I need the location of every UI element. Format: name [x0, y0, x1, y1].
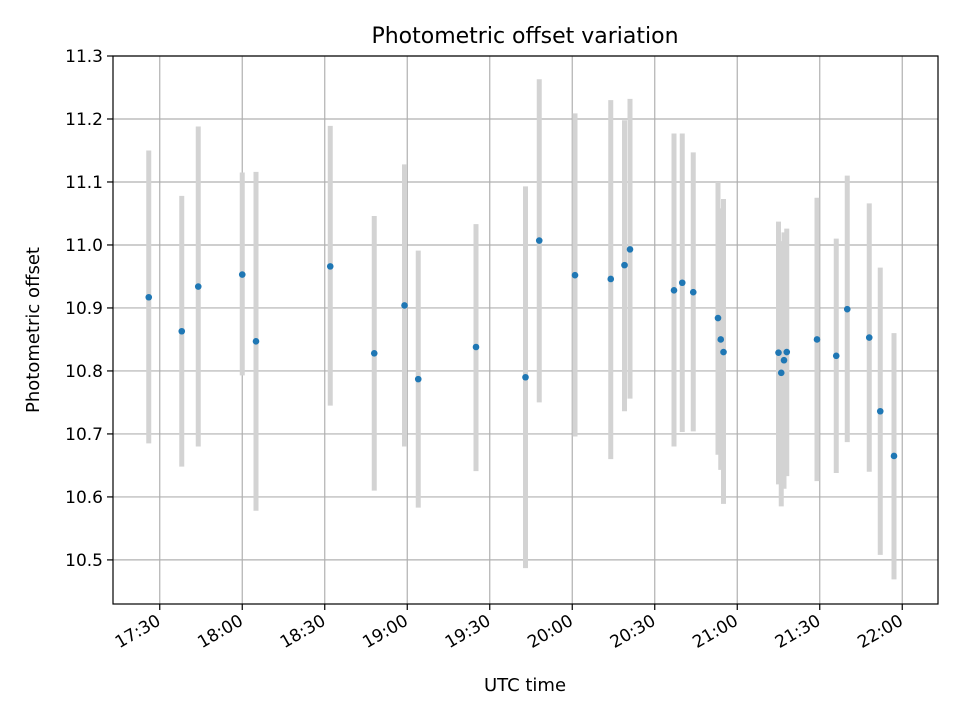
data-point [571, 271, 579, 279]
data-point [714, 314, 722, 322]
data-point [689, 288, 697, 296]
data-point [717, 336, 725, 343]
y-axis: 10.5 10.6 10.7 10.8 10.9 11.0 11.1 11.2 11.3 [65, 47, 113, 571]
data-point [780, 356, 788, 364]
y-axis-label: Photometric offset [23, 247, 44, 413]
data-point [472, 343, 480, 351]
data-point [783, 348, 791, 356]
data-point [238, 271, 246, 278]
x-axis-label: UTC time [484, 675, 566, 696]
y-tick-label: 11.1 [65, 173, 103, 193]
data-point [876, 407, 884, 415]
data-point [890, 452, 898, 460]
data-point [775, 349, 782, 356]
data-point [670, 287, 678, 294]
data-point [621, 261, 628, 269]
data-point [401, 302, 408, 309]
data-point [832, 352, 840, 360]
data-points [145, 237, 898, 460]
y-tick-label: 11.0 [65, 236, 103, 256]
data-point [326, 263, 334, 270]
data-point [607, 275, 615, 283]
y-tick-label: 10.8 [65, 362, 103, 382]
data-point [535, 237, 543, 244]
y-tick-label: 10.9 [65, 299, 103, 319]
y-tick-label: 10.6 [65, 488, 103, 508]
chart-title: Photometric offset variation [371, 24, 678, 49]
data-point [843, 305, 851, 313]
data-point [522, 373, 529, 381]
data-point [865, 334, 873, 341]
y-tick-label: 11.2 [65, 110, 103, 130]
y-tick-label: 10.7 [65, 425, 103, 445]
data-point [777, 369, 785, 377]
data-point [370, 350, 378, 357]
data-point [194, 283, 202, 290]
y-tick-label: 11.3 [65, 47, 103, 67]
data-point [720, 348, 727, 356]
data-point [626, 246, 634, 253]
data-point [252, 338, 260, 345]
data-point [678, 279, 686, 287]
data-point [813, 336, 821, 343]
data-point [414, 375, 422, 383]
plot-frame [112, 55, 939, 605]
data-point [178, 327, 186, 335]
y-tick-label: 10.5 [65, 551, 103, 571]
data-point [145, 293, 153, 301]
